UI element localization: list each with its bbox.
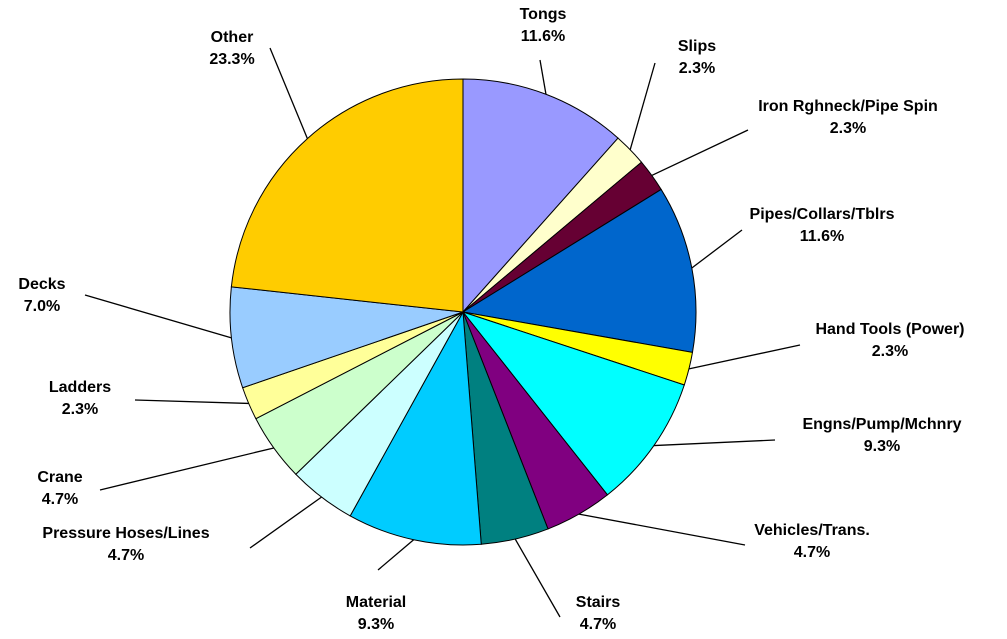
slice-label: Ladders — [49, 379, 111, 396]
slice-value-label: 4.7% — [794, 544, 830, 561]
slice-value-label: 4.7% — [42, 491, 78, 508]
leader-line — [539, 59, 547, 95]
pie-slice — [461, 311, 685, 496]
slice-value-label: 9.3% — [864, 438, 900, 455]
pie-slice — [349, 310, 482, 546]
pie-slice — [461, 188, 697, 353]
pie-slice — [462, 78, 619, 314]
slice-value-label: 7.0% — [24, 298, 60, 315]
slice-label: Tongs — [520, 6, 567, 23]
leader-line — [514, 538, 561, 618]
slice-label: Other — [211, 29, 254, 46]
pie-slice — [230, 78, 464, 313]
leader-line — [99, 447, 274, 491]
slice-value-label: 11.6% — [521, 28, 565, 45]
slice-label: Slips — [678, 38, 716, 55]
slice-value-label: 4.7% — [580, 616, 616, 633]
slice-label: Material — [346, 594, 406, 611]
slice-label: Decks — [18, 276, 65, 293]
leader-line — [249, 496, 322, 549]
slice-value-label: 4.7% — [108, 547, 144, 564]
slice-value-label: 9.3% — [358, 616, 394, 633]
slice-value-label: 11.6% — [800, 228, 844, 245]
slice-value-label: 2.3% — [830, 120, 866, 137]
slice-label: Engns/Pump/Mchnry — [802, 416, 961, 433]
slice-value-label: 2.3% — [872, 343, 908, 360]
leader-line — [691, 229, 743, 269]
slice-label: Stairs — [576, 594, 621, 611]
slice-label: Pipes/Collars/Tblrs — [750, 206, 895, 223]
slice-label: Pressure Hoses/Lines — [42, 525, 209, 542]
slice-label: Crane — [37, 469, 82, 486]
slice-label: Vehicles/Trans. — [754, 522, 870, 539]
slice-value-label: 23.3% — [209, 51, 254, 68]
leader-line — [269, 47, 309, 139]
pie-slice — [229, 286, 464, 389]
leader-line — [629, 62, 656, 150]
leader-line — [653, 439, 776, 447]
slice-label: Iron Rghneck/Pipe Spin — [758, 98, 938, 115]
leader-line — [84, 294, 232, 339]
leader-line — [651, 129, 749, 177]
slice-value-label: 2.3% — [679, 60, 715, 77]
leader-line — [134, 399, 249, 405]
leader-line — [578, 513, 746, 546]
leader-line — [688, 344, 801, 370]
slice-value-label: 2.3% — [62, 401, 98, 418]
leader-line — [377, 539, 415, 571]
slice-label: Hand Tools (Power) — [815, 321, 964, 338]
